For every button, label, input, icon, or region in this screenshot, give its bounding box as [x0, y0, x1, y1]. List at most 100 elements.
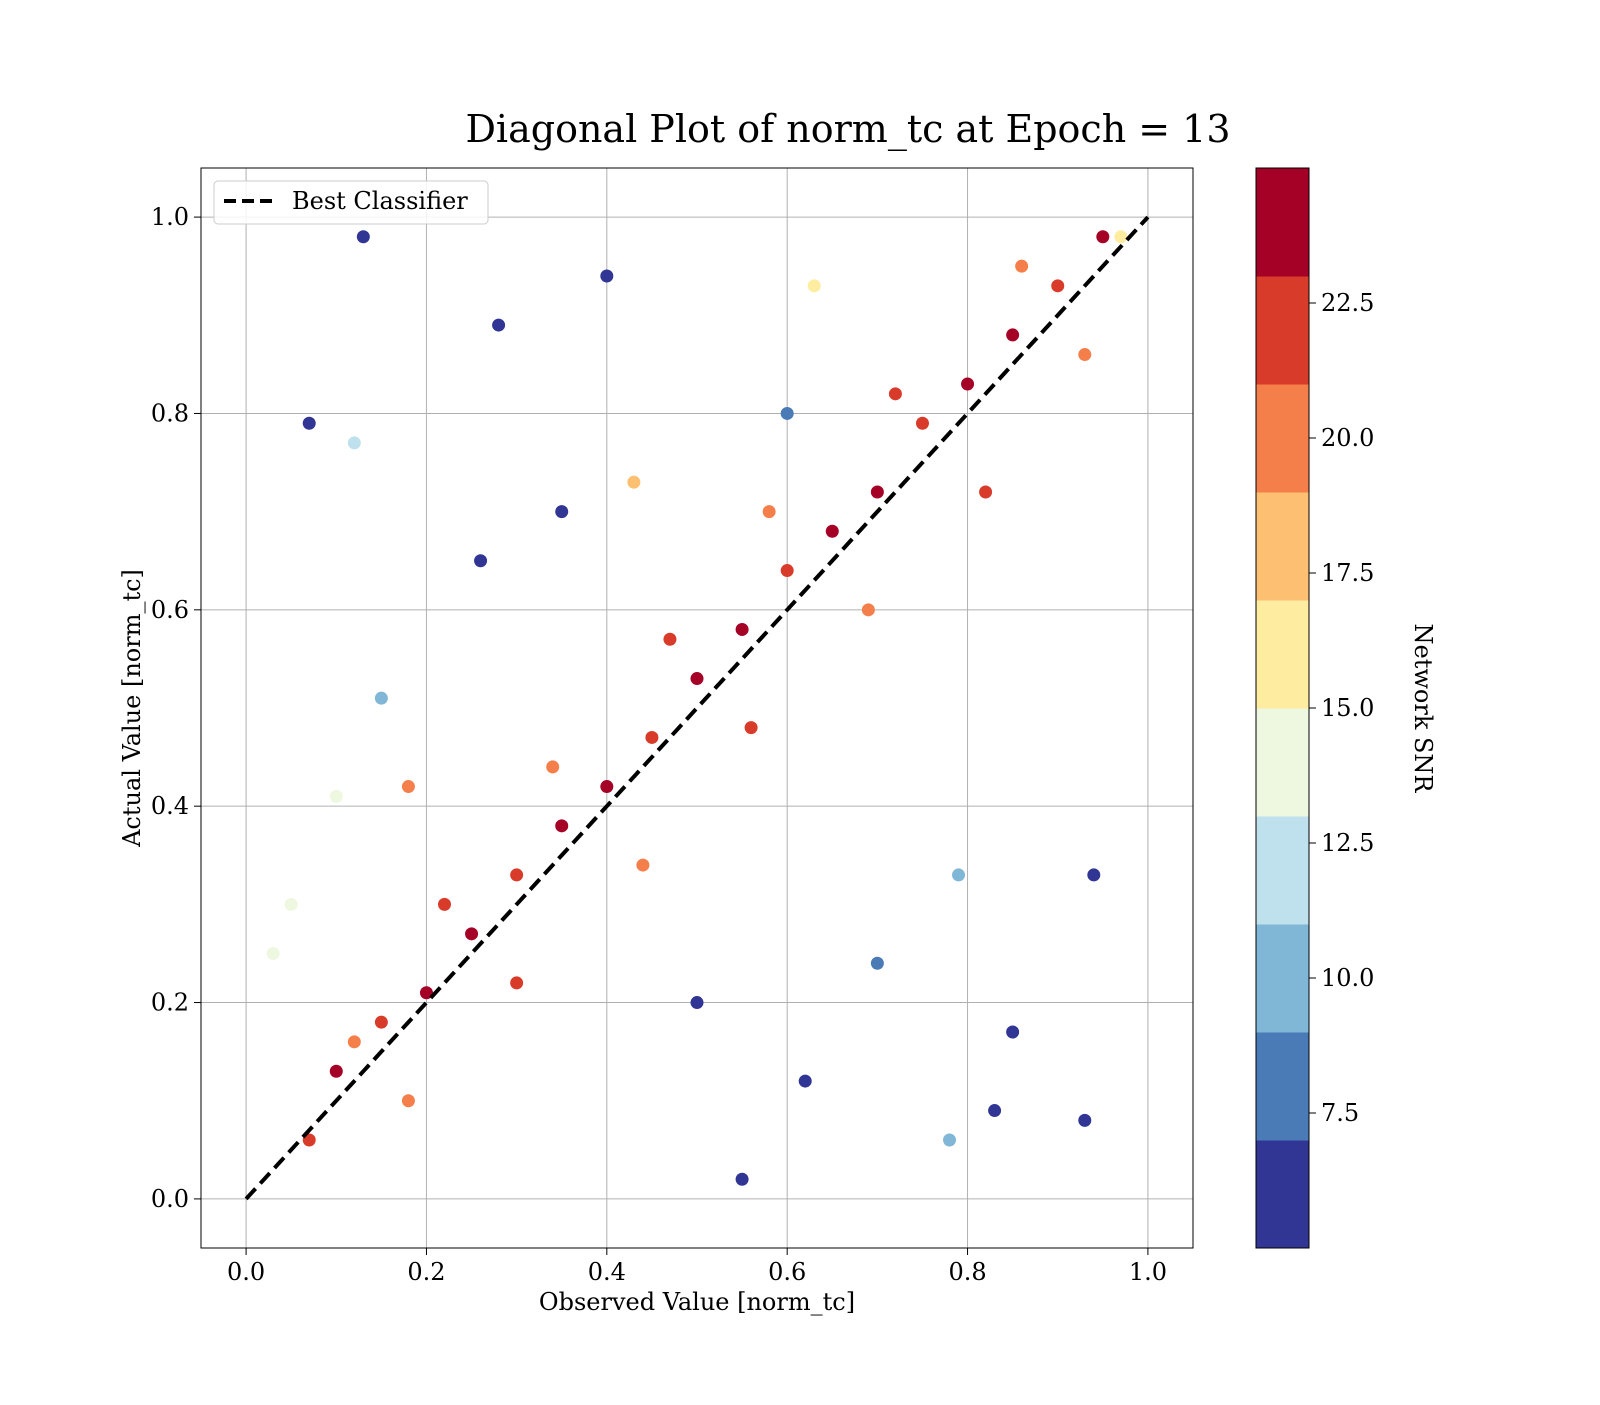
colorbar-tick-label-2: 12.5 [1321, 829, 1374, 857]
x-tick-label-5: 1.0 [1129, 1258, 1167, 1286]
scatter-point-31 [979, 485, 993, 499]
scatter-point-53 [735, 1172, 749, 1186]
scatter-point-7 [600, 780, 614, 794]
colorbar-ticks: 7.5 10.0 12.5 15.0 17.5 20.0 22.5 [1309, 289, 1374, 1127]
scatter-point-46 [627, 475, 641, 489]
scatter-point-11 [780, 564, 794, 578]
reference-line-best-classifier [244, 215, 1150, 1201]
scatter-point-14 [915, 416, 929, 430]
x-axis-label: Observed Value [norm_tc] [539, 1288, 855, 1316]
scatter-point-48 [329, 789, 343, 803]
scatter-point-26 [401, 1094, 415, 1108]
scatter-point-54 [1114, 230, 1128, 244]
scatter-point-57 [600, 269, 614, 283]
scatter-point-19 [347, 1035, 361, 1049]
chart-title: Diagonal Plot of norm_tc at Epoch = 13 [465, 107, 1230, 152]
reference-line-layer [244, 215, 1150, 1201]
scatter-point-47 [807, 279, 821, 293]
scatter-point-17 [1051, 279, 1065, 293]
scatter-point-16 [1006, 328, 1020, 342]
colorbar-tick-label-3: 15.0 [1321, 694, 1374, 722]
colorbar [1255, 167, 1310, 1249]
scatter-point-22 [663, 632, 677, 646]
y-axis-ticks: 0.0 0.2 0.4 0.6 0.8 1.0 [151, 203, 201, 1213]
scatter-point-6 [555, 819, 569, 833]
y-axis-label: Actual Value [norm_tc] [118, 569, 146, 848]
plot-area-frame [200, 167, 1194, 1249]
scatter-point-41 [952, 868, 966, 882]
scatter-point-34 [356, 230, 370, 244]
scatter-point-55 [690, 996, 704, 1010]
scatter-point-13 [870, 485, 884, 499]
scatter-point-29 [744, 721, 758, 735]
scatter-point-50 [555, 505, 569, 519]
y-tick-label-0: 0.0 [151, 1185, 189, 1213]
scatter-point-49 [492, 318, 506, 332]
scatter-point-32 [1078, 348, 1092, 362]
scatter-point-44 [284, 897, 298, 911]
colorbar-tick-label-5: 20.0 [1321, 424, 1374, 452]
scatter-point-35 [302, 416, 316, 430]
scatter-point-45 [266, 946, 280, 960]
x-tick-label-0: 0.0 [227, 1258, 265, 1286]
x-axis-ticks: 0.0 0.2 0.4 0.6 0.8 1.0 [227, 1248, 1167, 1286]
scatter-point-51 [870, 956, 884, 970]
colorbar-tick-label-0: 7.5 [1321, 1099, 1359, 1127]
scatter-point-36 [1087, 868, 1101, 882]
x-tick-label-1: 0.2 [407, 1258, 445, 1286]
y-tick-label-5: 1.0 [151, 203, 189, 231]
scatter-point-23 [762, 505, 776, 519]
colorbar-bin-7 [1256, 384, 1309, 493]
x-tick-label-4: 0.8 [948, 1258, 986, 1286]
colorbar-tick-label-1: 10.0 [1321, 964, 1374, 992]
y-tick-label-1: 0.2 [151, 989, 189, 1017]
colorbar-bin-9 [1256, 168, 1309, 277]
y-tick-label-4: 0.8 [151, 399, 189, 427]
scatter-point-52 [798, 1074, 812, 1088]
scatter-point-27 [510, 976, 524, 990]
scatter-point-12 [825, 524, 839, 538]
colorbar-bin-4 [1256, 708, 1309, 817]
legend-label-best-classifier: Best Classifier [292, 187, 468, 215]
x-tick-label-3: 0.6 [768, 1258, 806, 1286]
scatter-point-24 [888, 387, 902, 401]
scatter-point-30 [861, 603, 875, 617]
scatter-point-28 [636, 858, 650, 872]
colorbar-bin-5 [1256, 600, 1309, 709]
colorbar-bin-3 [1256, 816, 1309, 925]
scatter-point-9 [690, 672, 704, 686]
y-tick-label-2: 0.4 [151, 792, 189, 820]
y-tick-label-3: 0.6 [151, 596, 189, 624]
colorbar-bin-2 [1256, 924, 1309, 1033]
scatter-point-5 [510, 868, 524, 882]
colorbar-bin-6 [1256, 492, 1309, 601]
scatter-point-3 [419, 986, 433, 1000]
scatter-point-38 [1006, 1025, 1020, 1039]
scatter-point-58 [780, 406, 794, 420]
colorbar-bin-8 [1256, 276, 1309, 385]
colorbar-tick-label-4: 17.5 [1321, 559, 1374, 587]
scatter-point-25 [1015, 259, 1029, 273]
scatter-point-1 [329, 1064, 343, 1078]
scatter-point-0 [302, 1133, 316, 1147]
scatter-point-4 [465, 927, 479, 941]
scatter-point-37 [1078, 1113, 1092, 1127]
legend-box [213, 180, 489, 225]
colorbar-bin-1 [1256, 1032, 1309, 1141]
scatter-point-56 [474, 554, 488, 568]
colorbar-bin-0 [1256, 1140, 1309, 1249]
scatter-points [266, 230, 1128, 1186]
scatter-point-2 [374, 1015, 388, 1029]
scatter-point-40 [943, 1133, 957, 1147]
scatter-point-39 [988, 1104, 1002, 1118]
scatter-point-8 [645, 730, 659, 744]
legend: Best Classifier [213, 180, 489, 225]
scatter-point-43 [347, 436, 361, 450]
scatter-point-20 [437, 897, 451, 911]
scatter-point-33 [401, 780, 415, 794]
scatter-point-15 [961, 377, 975, 391]
scatter-point-42 [374, 691, 388, 705]
colorbar-tick-label-6: 22.5 [1321, 289, 1374, 317]
